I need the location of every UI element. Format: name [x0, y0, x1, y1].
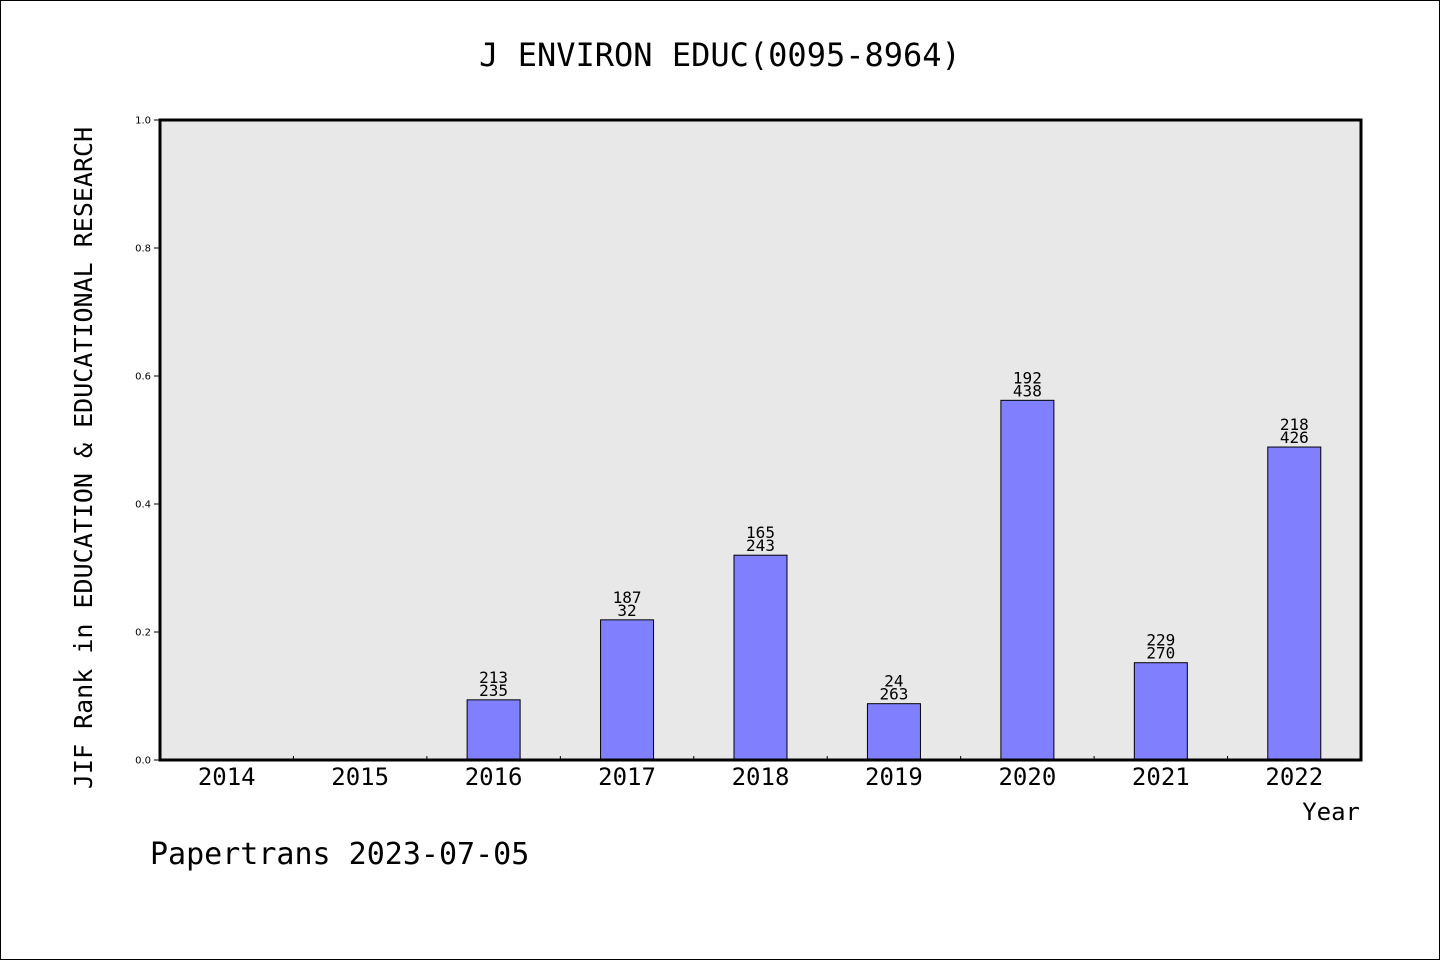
bar-2021 — [1133, 662, 1188, 761]
bar-2016 — [466, 699, 521, 761]
total-label-2022: 426 — [1280, 428, 1309, 447]
plot-border — [158, 118, 1363, 762]
bar-2018 — [733, 554, 788, 761]
bar-2020 — [1000, 399, 1055, 761]
bar-2022 — [1267, 446, 1322, 761]
bar-2019 — [866, 703, 921, 761]
x-tick-label: 2017 — [598, 763, 656, 791]
y-tick-label: 0.8 — [135, 244, 151, 255]
x-tick-label: 2018 — [732, 763, 790, 791]
total-label-2021: 270 — [1146, 644, 1175, 663]
y-tick-label: 0.6 — [135, 372, 151, 383]
x-tick-label: 2015 — [331, 763, 389, 791]
y-axis-ticks: 0.0 0.2 0.4 0.6 0.8 1.0 — [135, 116, 160, 767]
total-label-2020: 438 — [1013, 381, 1042, 400]
rank-label-2021: 229 — [1146, 631, 1175, 650]
y-tick-label: 0.4 — [135, 500, 151, 511]
x-axis-label: Year — [1302, 798, 1360, 826]
rank-label-2019: 24 — [884, 672, 903, 691]
footer-credit: Papertrans 2023-07-05 — [150, 837, 529, 872]
x-tick-label: 2020 — [998, 763, 1056, 791]
rank-label-2016: 213 — [479, 668, 508, 687]
x-tick-label: 2022 — [1265, 763, 1323, 791]
y-tick-label: 1.0 — [135, 116, 151, 127]
bar-2017 — [600, 619, 655, 761]
y-tick-label: 0.0 — [135, 756, 151, 767]
y-tick-label: 0.2 — [135, 628, 151, 639]
rank-label-2022: 218 — [1280, 415, 1309, 434]
total-label-2016: 235 — [479, 681, 508, 700]
total-label-2019: 263 — [879, 685, 908, 704]
total-label-2017: 32 — [617, 601, 636, 620]
x-tick-label: 2016 — [465, 763, 523, 791]
x-axis-ticks: 2014 2015 2016 2017 2018 2019 2020 2021 2022 — [198, 756, 1323, 791]
x-tick-label: 2014 — [198, 763, 256, 791]
bars-group — [466, 399, 1322, 761]
rank-label-2017: 187 — [613, 588, 642, 607]
chart-title: J ENVIRON EDUC(0095-8964) — [479, 36, 961, 74]
rank-label-2020: 192 — [1013, 368, 1042, 387]
x-tick-label: 2021 — [1132, 763, 1190, 791]
x-tick-label: 2019 — [865, 763, 923, 791]
rank-label-2018: 165 — [746, 523, 775, 542]
total-label-2018: 243 — [746, 536, 775, 555]
y-axis-label: JIF Rank in EDUCATION & EDUCATIONAL RESE… — [69, 127, 98, 789]
